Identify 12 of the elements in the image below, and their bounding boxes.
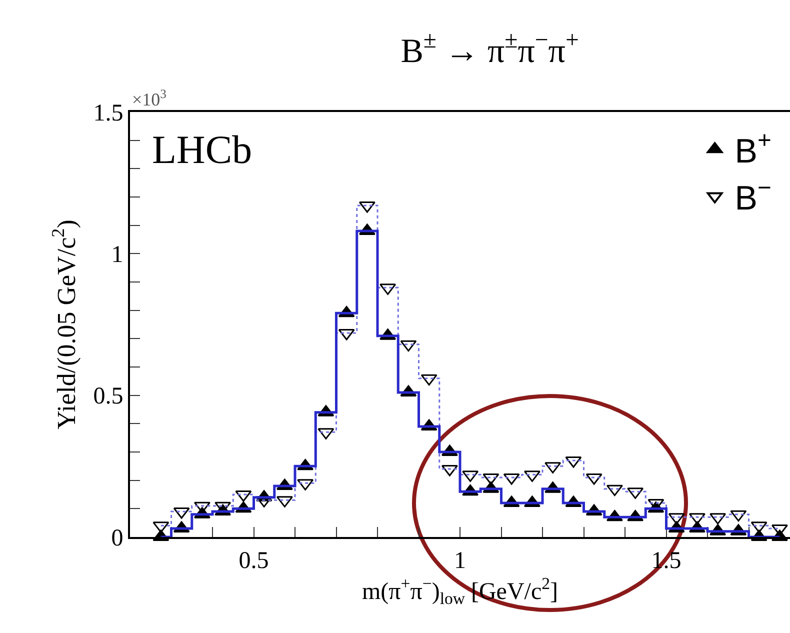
legend-label: B$^{+}$ (734, 127, 772, 170)
legend-label: B$^{−}$ (734, 174, 772, 218)
annotation: LHCb (152, 127, 252, 172)
x-tick-label: 0.5 (238, 548, 269, 574)
y-tick-label: 1.5 (93, 100, 124, 126)
text: ×10$^{3}$ (132, 87, 166, 110)
y-tick-label: 1 (111, 242, 124, 268)
text: m(π$^{+}$π$^{−}$)$_{low}$ [GeV/c$^{2}$] (362, 574, 558, 608)
y-tick-label: 0 (111, 525, 124, 552)
x-tick-label: 1 (454, 548, 466, 574)
chart-title: B$^{±}$ → π$^{±}$π$^{−}$π$^{+}$ (400, 28, 579, 70)
y-tick-label: 0.5 (93, 384, 124, 410)
